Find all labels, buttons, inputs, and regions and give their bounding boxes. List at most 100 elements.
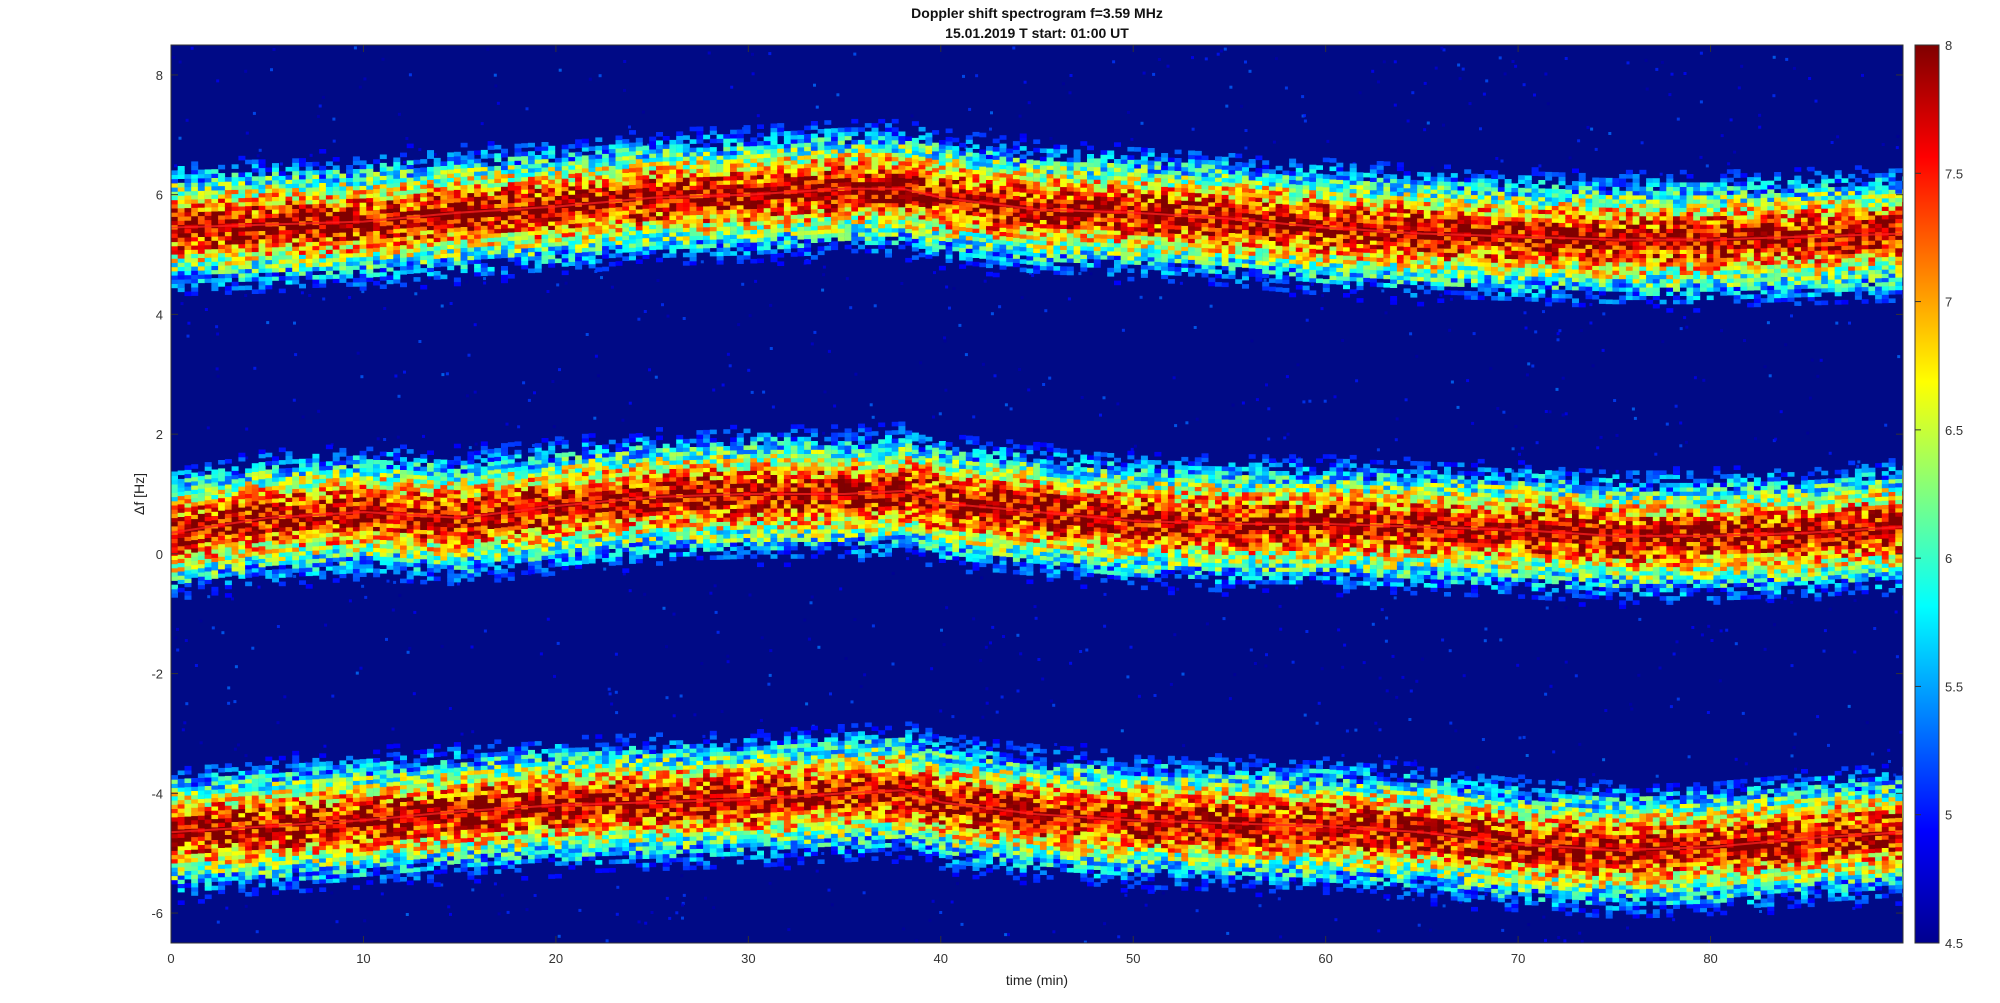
speckle xyxy=(405,913,409,916)
speckle xyxy=(1790,600,1794,604)
spectrogram-cell xyxy=(864,198,872,204)
spectrogram-cell xyxy=(514,219,522,224)
spectrogram-cell xyxy=(730,230,738,235)
spectrogram-cell xyxy=(878,219,886,225)
spectrogram-cell xyxy=(218,265,226,270)
spectrogram-cell xyxy=(804,184,812,189)
spectrogram-cell xyxy=(696,243,704,249)
spectrogram-cell xyxy=(898,236,906,241)
speckle xyxy=(891,571,895,575)
spectrogram-cell xyxy=(440,199,448,204)
spectrogram-cell xyxy=(393,165,401,171)
spectrogram-cell xyxy=(548,183,556,189)
spectrogram-cell xyxy=(561,169,569,175)
spectrogram-cell xyxy=(979,203,987,209)
speckle xyxy=(1265,653,1268,657)
spectrogram-cell xyxy=(312,262,320,267)
spectrogram-cell xyxy=(817,246,825,251)
spectrogram-cell xyxy=(804,171,812,177)
spectrogram-cell xyxy=(204,202,212,208)
spectrogram-cell xyxy=(938,186,946,191)
spectrogram-cell xyxy=(171,237,178,243)
speckle xyxy=(748,593,752,597)
speckle xyxy=(960,922,964,926)
spectrogram-cell xyxy=(595,191,603,197)
speckle xyxy=(234,665,238,669)
spectrogram-cell xyxy=(494,253,502,259)
speckle xyxy=(610,702,614,706)
spectrogram-cell xyxy=(528,184,535,190)
speckle xyxy=(1828,451,1832,455)
spectrogram-cell xyxy=(783,168,791,174)
spectrogram-cell xyxy=(480,221,488,226)
spectrogram-cell xyxy=(844,190,852,195)
spectrogram-cell xyxy=(649,233,657,238)
spectrogram-cell xyxy=(730,159,738,164)
spectrogram-cell xyxy=(992,184,1000,190)
spectrogram-cell xyxy=(1019,213,1027,218)
spectrogram-cell xyxy=(265,209,273,214)
spectrogram-cell xyxy=(918,223,926,228)
spectrogram-cell xyxy=(703,214,711,219)
spectrogram-cell xyxy=(548,166,556,172)
spectrogram-cell xyxy=(568,173,576,178)
spectrogram-cell xyxy=(474,250,482,256)
spectrogram-cell xyxy=(797,218,805,223)
spectrogram-cell xyxy=(629,184,636,190)
spectrogram-cell xyxy=(554,220,562,226)
spectrogram-cell xyxy=(427,250,434,256)
speckle xyxy=(1229,85,1233,89)
speckle xyxy=(1564,606,1568,610)
spectrogram-cell xyxy=(615,135,623,141)
spectrogram-cell xyxy=(635,188,643,193)
spectrogram-cell xyxy=(810,137,818,143)
spectrogram-cell xyxy=(891,202,899,208)
spectrogram-cell xyxy=(999,164,1007,170)
spectrogram-cell xyxy=(507,219,515,225)
spectrogram-cell xyxy=(420,222,428,227)
spectrogram-cell xyxy=(440,224,448,229)
spectrogram-cell xyxy=(629,226,636,232)
spectrogram-cell xyxy=(534,230,542,235)
spectrogram-cell xyxy=(460,260,468,265)
spectrogram-cell xyxy=(231,235,239,241)
spectrogram-cell xyxy=(804,159,812,164)
spectrogram-cell xyxy=(251,214,259,219)
spectrogram-cell xyxy=(595,221,603,226)
spectrogram-cell xyxy=(339,177,347,183)
spectrogram-cell xyxy=(965,244,973,249)
spectrogram-cell xyxy=(858,227,865,233)
spectrogram-cell xyxy=(615,156,623,162)
spectrogram-cell xyxy=(1006,152,1014,158)
speckle xyxy=(1763,647,1767,651)
spectrogram-cell xyxy=(467,226,475,231)
spectrogram-cell xyxy=(986,242,993,248)
spectrogram-cell xyxy=(736,175,744,181)
spectrogram-cell xyxy=(507,215,515,220)
spectrogram-cell xyxy=(608,173,616,179)
spectrogram-cell xyxy=(197,257,205,263)
spectrogram-cell xyxy=(413,222,421,228)
spectrogram-cell xyxy=(548,149,556,155)
spectrogram-cell xyxy=(743,242,751,247)
speckle xyxy=(1020,296,1024,300)
spectrogram-cell xyxy=(420,259,428,265)
spectrogram-cell xyxy=(278,250,286,256)
spectrogram-cell xyxy=(979,241,987,247)
spectrogram-cell xyxy=(359,269,367,274)
speckle xyxy=(1672,918,1676,922)
spectrogram-cell xyxy=(986,213,993,218)
spectrogram-cell xyxy=(629,167,636,173)
spectrogram-cell xyxy=(682,244,690,249)
speckle xyxy=(383,307,387,310)
speckle xyxy=(1737,86,1741,90)
spectrogram-cell xyxy=(709,126,717,131)
spectrogram-cell xyxy=(204,232,212,237)
speckle xyxy=(497,912,501,916)
spectrogram-cell xyxy=(723,209,731,215)
spectrogram-cell xyxy=(810,255,818,260)
spectrogram-cell xyxy=(278,288,286,294)
spectrogram-cell xyxy=(521,239,529,245)
spectrogram-cell xyxy=(561,236,569,242)
speckle xyxy=(1069,74,1073,77)
